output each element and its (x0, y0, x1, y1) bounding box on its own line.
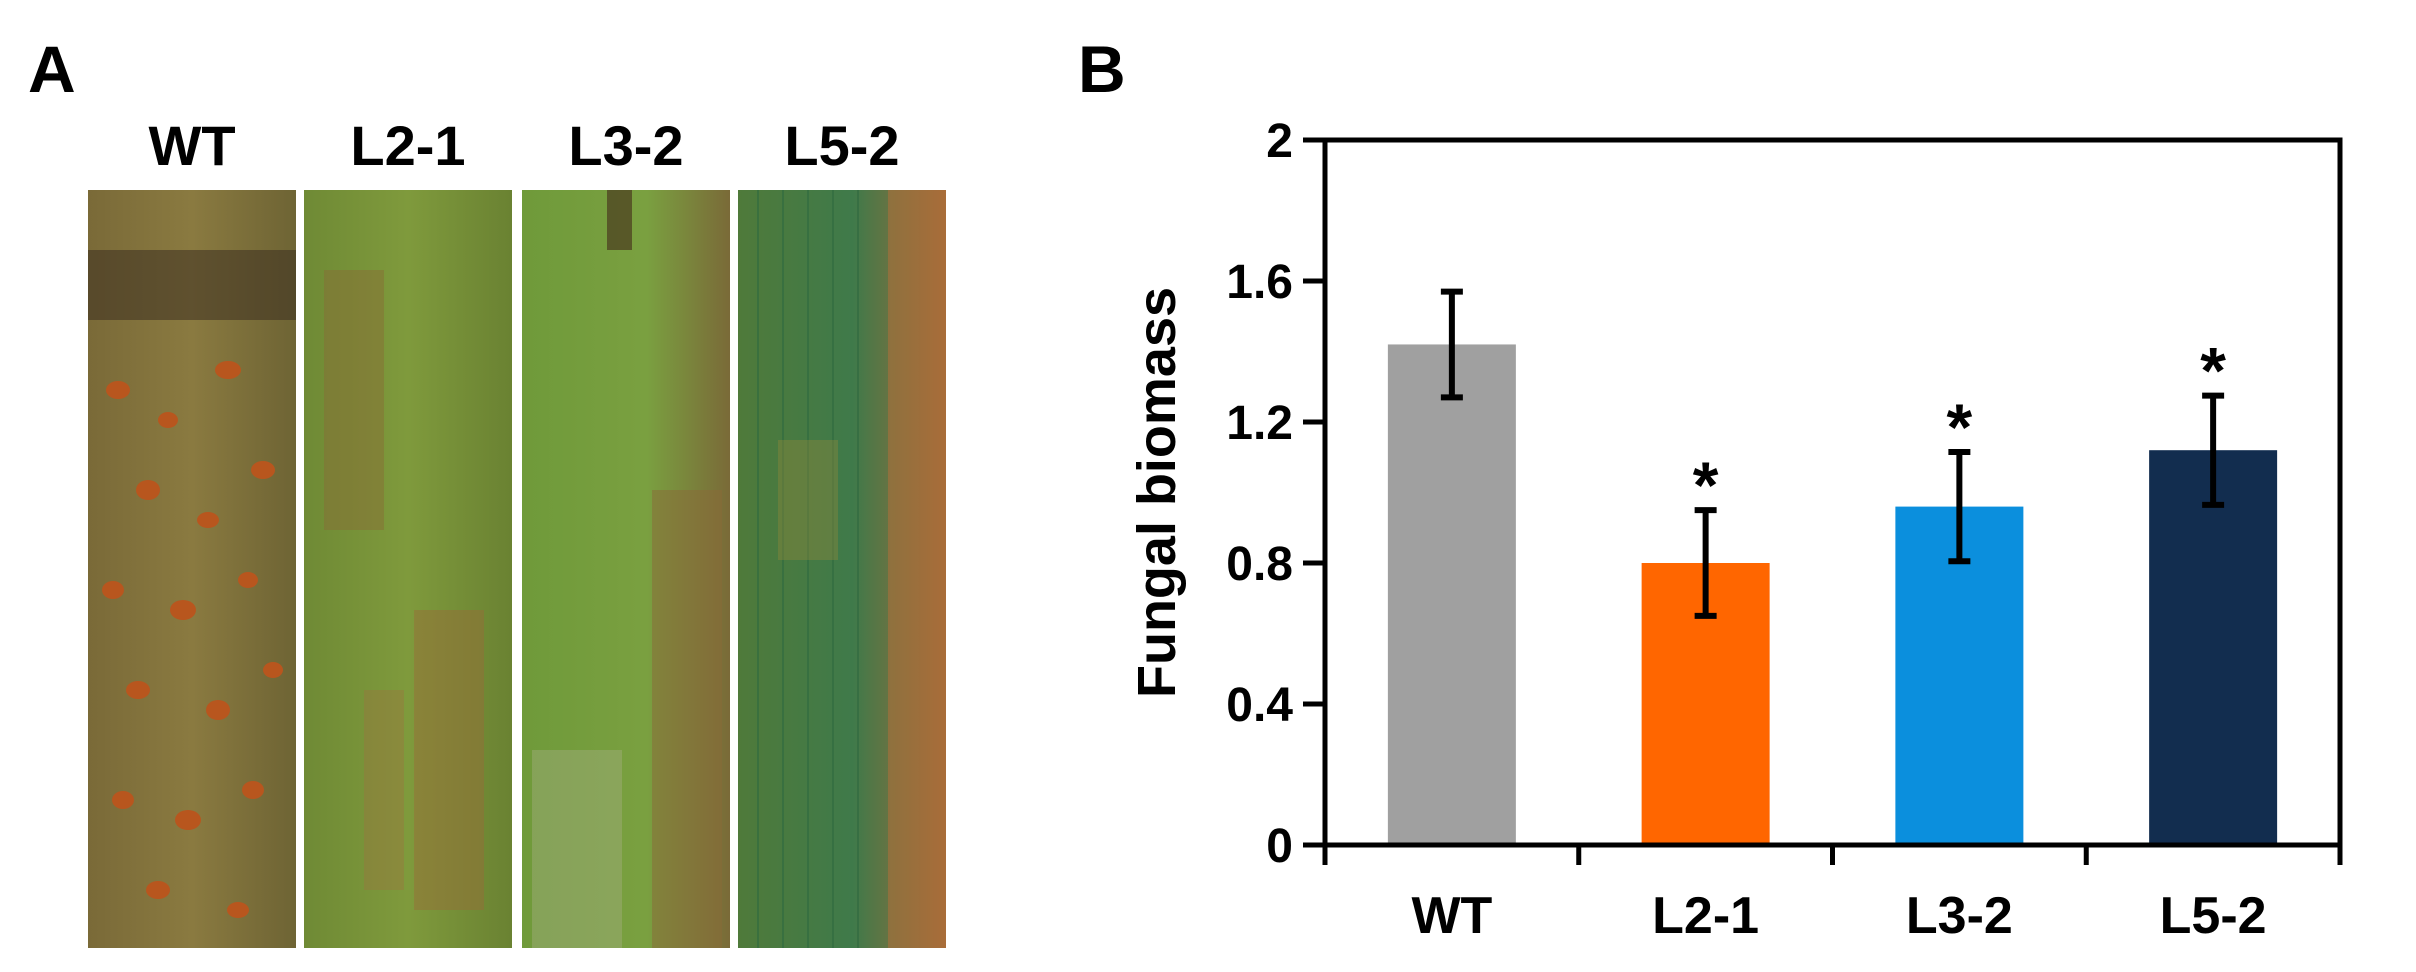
error-bar-l2-1 (1694, 507, 1717, 619)
leaf-label-wt: WT (148, 114, 236, 177)
leaf-photo-l3-2 (522, 190, 730, 948)
leaf-label-l2-1: L2-1 (350, 114, 466, 177)
error-bar-l5-2 (2202, 392, 2225, 508)
y-tick-label: 0 (1266, 820, 1293, 873)
plot-frame (1322, 137, 2343, 848)
x-tick-label: L3-2 (1906, 887, 2013, 945)
panel-a-letter: A (28, 32, 76, 106)
y-tick-label: 0.8 (1226, 538, 1293, 591)
leaf-photo-wt (88, 190, 296, 948)
y-axis-label: Fungal biomass (1127, 287, 1187, 698)
fungal-biomass-chart: 0 0.4 0.8 1.2 1.6 2 * * * WT L2-1 L3-2 L5-2 Fungal… (1127, 115, 2343, 945)
leaf-label-l5-2: L5-2 (784, 114, 900, 177)
significance-mark: * (1947, 390, 1973, 464)
bar-wt (1387, 344, 1516, 845)
significance-mark: * (2200, 334, 2226, 408)
x-tick-label: WT (1411, 887, 1492, 945)
y-tick-label: 0.4 (1226, 679, 1293, 732)
y-tick-label: 1.6 (1226, 256, 1293, 309)
y-tick-label: 1.2 (1226, 397, 1293, 450)
bar-l5-2 (2149, 450, 2278, 845)
error-bar-wt (1440, 288, 1463, 401)
error-bar-l3-2 (1948, 448, 1971, 565)
significance-mark: * (1693, 448, 1719, 522)
y-tick-label: 2 (1266, 115, 1293, 168)
x-tick-label: L2-1 (1652, 887, 1759, 945)
leaf-photo-l5-2 (738, 190, 946, 948)
leaf-photo-l2-1 (304, 190, 512, 948)
panel-b-letter: B (1078, 32, 1126, 106)
leaf-label-l3-2: L3-2 (568, 114, 684, 177)
x-tick-label: L5-2 (2160, 887, 2267, 945)
